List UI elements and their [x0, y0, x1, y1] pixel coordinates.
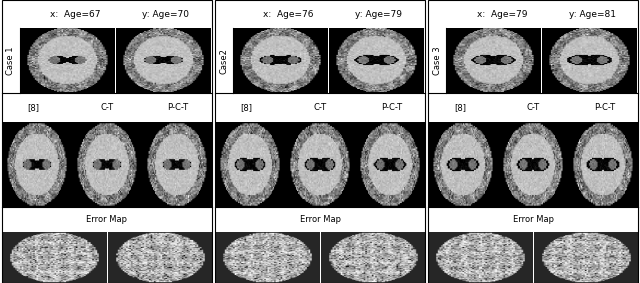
Text: y: Age=79: y: Age=79	[355, 10, 403, 19]
Text: Error Map: Error Map	[86, 215, 127, 224]
Text: P-C-T: P-C-T	[594, 103, 615, 112]
Text: C-T: C-T	[527, 103, 540, 112]
Text: x:  Age=79: x: Age=79	[477, 10, 527, 19]
Text: Error Map: Error Map	[513, 215, 554, 224]
Text: P-C-T: P-C-T	[168, 103, 189, 112]
Text: x:  Age=76: x: Age=76	[263, 10, 314, 19]
Text: Case 1: Case 1	[6, 47, 15, 75]
Text: y: Age=70: y: Age=70	[142, 10, 189, 19]
Text: y: Age=81: y: Age=81	[569, 10, 616, 19]
Text: [8]: [8]	[241, 103, 252, 112]
Text: [8]: [8]	[27, 103, 39, 112]
Text: Case2: Case2	[220, 48, 228, 74]
Text: P-C-T: P-C-T	[381, 103, 402, 112]
Text: C-T: C-T	[314, 103, 326, 112]
Text: x:  Age=67: x: Age=67	[50, 10, 100, 19]
Text: [8]: [8]	[454, 103, 466, 112]
Text: C-T: C-T	[100, 103, 113, 112]
Text: Case 3: Case 3	[433, 46, 442, 75]
Text: Error Map: Error Map	[300, 215, 340, 224]
